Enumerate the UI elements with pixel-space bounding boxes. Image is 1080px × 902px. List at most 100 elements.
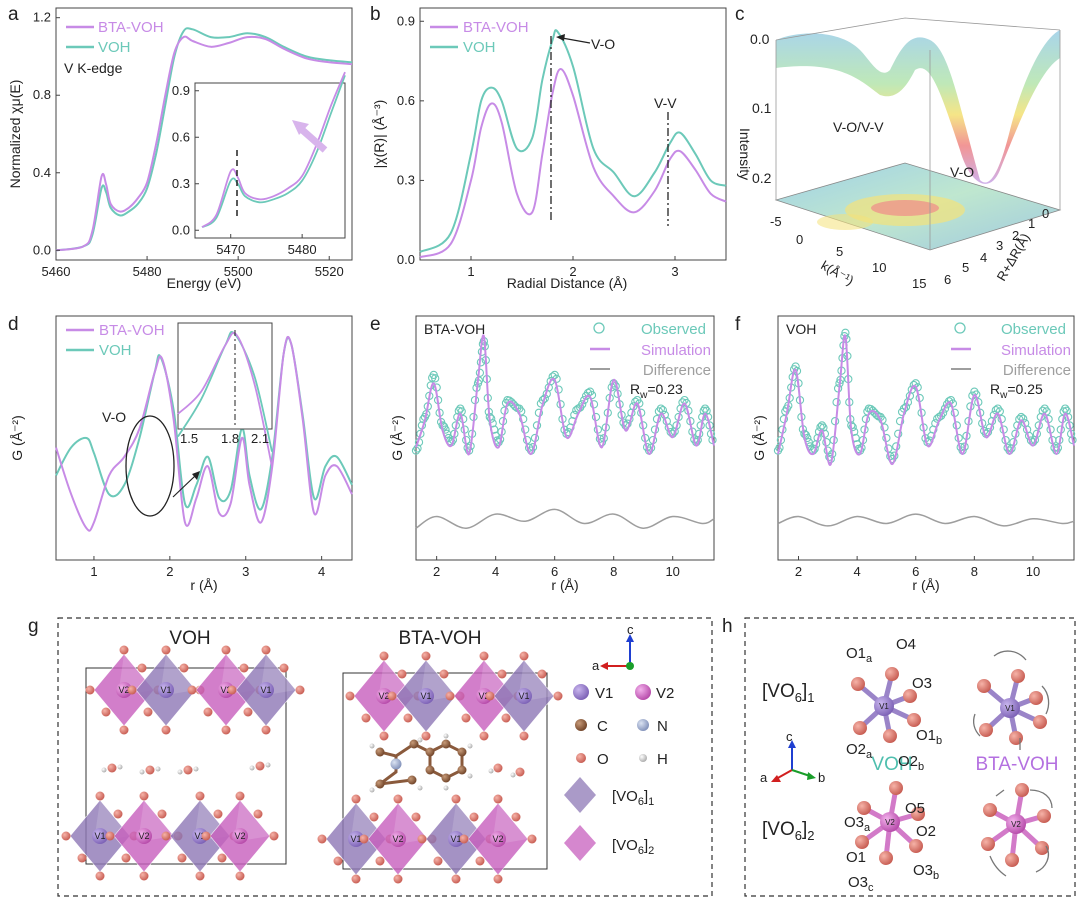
oxygen-atom [393, 794, 403, 804]
panel-h-label-o1: O1 [846, 849, 866, 866]
panel-e: BTA-VOH Observed Simulation Difference R… [389, 315, 717, 593]
panel-h-bta-voh: BTA-VOH [975, 754, 1058, 775]
oxygen-atom [1011, 669, 1025, 683]
vanadium-atom [490, 831, 506, 847]
panel-a-inset-y-tick-label: 0.3 [172, 176, 190, 191]
rotation-arrow [995, 789, 1005, 797]
oxygen-atom [113, 809, 123, 819]
panel-e-x-tick-label: 8 [610, 564, 617, 579]
panel-f-legend-observed: Observed [1001, 321, 1066, 338]
panel-b: BTA-VOH VOH V-O V-V 1 2 3 0.0 0.3 0.6 0.9 Radi… [371, 7, 727, 291]
rotation-arrow [1035, 845, 1050, 873]
observed-point [700, 404, 710, 413]
panel-a-inset-y-tick-label: 0.6 [172, 129, 190, 144]
panel-h-label-o5: O5 [905, 800, 925, 817]
panel-e-ylabel: G (Å⁻²) [389, 415, 405, 461]
panel-b-xlabel: Radial Distance (Å) [507, 275, 628, 291]
panel-h-axis-b-head [807, 772, 816, 780]
panel-c-k-tick-2: 5 [836, 244, 843, 259]
panel-e-legend-observed-swatch [593, 322, 605, 334]
vanadium-site-label: V1 [518, 691, 529, 701]
panel-h-axis-a-head [771, 775, 781, 782]
panel-d-inset-voh [177, 330, 273, 452]
panel-letter-c: c [735, 4, 745, 25]
observed-point [895, 417, 905, 426]
oxygen-atom [239, 663, 249, 673]
panel-e-difference-line [415, 508, 715, 529]
hydrogen-atom [443, 785, 449, 791]
panel-a-note: V K-edge [64, 60, 123, 76]
panel-e-xlabel: r (Å) [551, 577, 578, 593]
oxygen-atom [177, 853, 187, 863]
panel-d-inset-bta [177, 331, 273, 468]
panel-a-inset-arrow-head [292, 120, 309, 135]
oxygen-atom [179, 663, 189, 673]
panel-c-k-tick-1: 0 [796, 232, 803, 247]
oxygen-atom [161, 831, 171, 841]
carbon-atom [407, 775, 417, 785]
oxygen-atom [519, 651, 529, 661]
oxygen-atom [497, 669, 507, 679]
oxygen-atom [375, 856, 385, 866]
oxygen-atom [479, 651, 489, 661]
oxygen-atom [127, 685, 137, 695]
oxygen-atom [95, 871, 105, 881]
oxygen-atom [979, 723, 993, 737]
observed-point [995, 407, 1004, 416]
panel-f-x-tick-label: 4 [854, 564, 861, 579]
panel-h-label-o4: O4 [896, 636, 916, 653]
oxygen-atom [493, 874, 503, 884]
vanadium-site-label: V2 [1011, 820, 1021, 829]
panel-b-legend-bta: BTA-VOH [463, 19, 529, 36]
vanadium-site-label: V1 [450, 834, 461, 844]
oxygen-atom [351, 874, 361, 884]
panel-a-inset-voh [201, 74, 346, 229]
vanadium-atom [376, 688, 392, 704]
oxygen-atom [475, 856, 485, 866]
panel-c-r-tick-0: 0 [1042, 206, 1049, 221]
vanadium-atom [874, 696, 894, 716]
vanadium-atom [880, 812, 900, 832]
panel-letter-a: a [8, 4, 19, 25]
vanadium-site-label: V2 [138, 831, 149, 841]
panel-g-axis-b [626, 662, 634, 670]
vanadium-atom [448, 831, 464, 847]
water-hydrogen [101, 767, 107, 773]
panel-g-legend-v1: V1 [595, 685, 613, 702]
oxygen-atom [345, 691, 355, 701]
carbon-atom [425, 747, 435, 757]
oxygen-atom [195, 871, 205, 881]
octahedron: V1 [227, 645, 305, 735]
panel-h: [VO6]1 [VO6]2 VOH BTA-VOH c a b V1 V1 V2 V2… [744, 617, 1076, 897]
vanadium-atom [232, 828, 248, 844]
vanadium-site-label: V1 [160, 685, 171, 695]
panel-g-legend-vo6-2: [VO6]2 [612, 837, 654, 857]
panel-b-vo-arrow [561, 37, 591, 44]
panel-letter-h: h [722, 616, 733, 637]
observed-point [519, 414, 528, 424]
panel-d-inset [177, 322, 273, 430]
panel-c-r-tick-1: 1 [1028, 216, 1035, 231]
panel-e-legend-observed: Observed [641, 321, 706, 338]
octahedron: V1 [417, 794, 495, 884]
panel-a-legend-voh: VOH [98, 39, 131, 56]
vanadium-site-label: V2 [378, 691, 389, 701]
panel-g-title-voh: VOH [169, 628, 210, 649]
octahedron: V2 [459, 794, 537, 884]
panel-a-y-tick-label: 0.0 [33, 242, 51, 257]
observed-point [534, 408, 544, 417]
panel-g-legend-c-ball [575, 719, 587, 731]
vanadium-atom [516, 688, 532, 704]
panel-b-ylabel: |χ(R)| (Å⁻³) [371, 100, 387, 169]
vanadium-atom [258, 682, 274, 698]
oxygen-atom [379, 731, 389, 741]
panel-a-xlabel: Energy (eV) [167, 275, 242, 291]
panel-c-r-tick-6: 6 [944, 272, 951, 287]
panel-b-ann-vv: V-V [654, 95, 677, 111]
oxygen-atom [269, 831, 279, 841]
vo6-cluster: V2 [981, 783, 1053, 877]
panel-f-title: VOH [786, 321, 816, 337]
vanadium-site-label: V2 [885, 818, 895, 827]
oxygen-atom [1005, 853, 1019, 867]
oxygen-atom [201, 831, 211, 841]
